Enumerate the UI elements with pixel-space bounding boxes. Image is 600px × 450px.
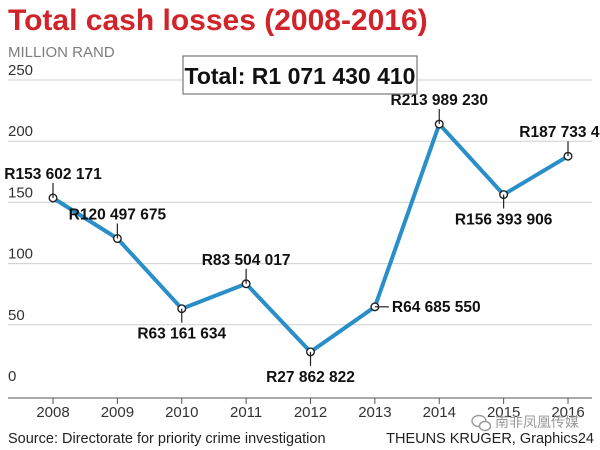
data-label: R213 989 230 [391,92,488,109]
data-label: R153 602 171 [4,166,102,183]
x-axis-ticks: 2008 2009 2010 2011 2012 2013 2014 2015 2016 [36,398,585,421]
x-tick-label: 2015 [487,404,520,421]
y-axis-ticks: 0 50 100 150 200 250 [8,62,33,385]
watermark-text: 南非凤凰传媒 [495,415,579,431]
total-box [182,55,418,95]
total-text: Total: R1 071 430 410 [185,63,416,89]
source-note: Source: Directorate for priority crime i… [8,431,326,447]
x-tick-label: 2011 [230,404,262,421]
series-layer [48,119,573,357]
x-tick-label: 2014 [423,404,456,421]
y-axis-unit-label: MILLION RAND [8,44,115,61]
watermark: 南非凤凰传媒 [471,414,579,432]
data-label: R83 504 017 [202,252,291,269]
x-tick-label: 2013 [358,404,391,421]
x-tick-label: 2009 [101,404,134,421]
x-tick-label: 2012 [294,404,327,421]
series-line [51,122,570,354]
chart-title: Total cash losses (2008-2016) [8,4,428,37]
data-label: R187 733 405 [519,124,600,141]
x-tick-label: 2016 [551,404,584,421]
y-tick-label: 200 [8,123,33,140]
y-tick-label: 0 [8,368,16,385]
data-label: R64 685 550 [392,299,481,316]
x-tick-label: 2010 [165,404,198,421]
data-label: R27 862 822 [266,369,355,386]
data-label: R120 497 675 [69,207,167,224]
data-labels: R153 602 171 R120 497 675 R63 161 634 R83 5… [4,92,600,386]
y-tick-label: 50 [8,307,25,324]
y-tick-label: 250 [8,62,33,79]
data-label: R63 161 634 [137,326,226,343]
total-callout: Total: R1 071 430 410 [182,55,418,95]
wechat-icon [471,414,492,432]
y-tick-label: 100 [8,246,33,263]
x-tick-label: 2008 [36,404,69,421]
data-label: R156 393 906 [455,212,553,229]
y-tick-label: 150 [8,184,33,201]
gridlines [8,79,592,399]
credit-note: THEUNS KRUGER, Graphics24 [386,431,594,447]
